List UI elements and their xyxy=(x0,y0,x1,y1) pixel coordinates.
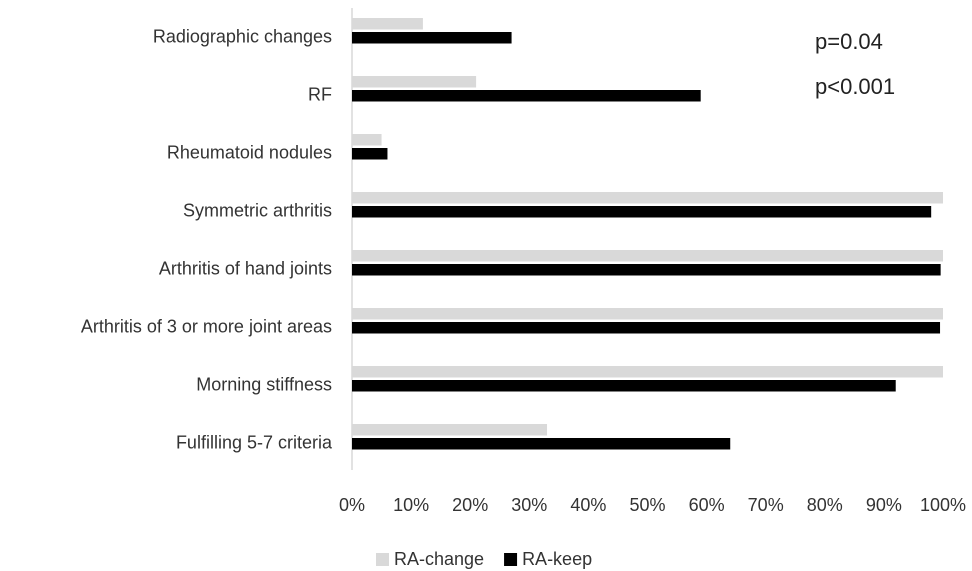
bar xyxy=(352,134,382,146)
x-tick-label: 50% xyxy=(629,495,665,515)
bar xyxy=(352,148,388,160)
bar xyxy=(352,206,932,218)
bar xyxy=(352,32,512,44)
x-tick-label: 10% xyxy=(393,495,429,515)
annotation: p=0.04 xyxy=(815,29,883,54)
x-tick-label: 20% xyxy=(452,495,488,515)
bar xyxy=(352,366,943,378)
x-tick-label: 100% xyxy=(920,495,966,515)
x-tick-label: 70% xyxy=(748,495,784,515)
bar xyxy=(352,380,896,392)
bar xyxy=(352,18,423,30)
y-tick-label: Fulfilling 5-7 criteria xyxy=(176,433,333,453)
bar xyxy=(352,264,941,276)
legend-label: RA-change xyxy=(394,549,484,569)
x-tick-label: 0% xyxy=(339,495,365,515)
x-tick-label: 30% xyxy=(511,495,547,515)
x-tick-label: 60% xyxy=(689,495,725,515)
legend-swatch xyxy=(504,553,518,566)
y-tick-label: Radiographic changes xyxy=(153,27,332,47)
legend-label: RA-keep xyxy=(522,549,592,569)
bar xyxy=(352,76,477,88)
bar xyxy=(352,438,731,450)
y-tick-label: Rheumatoid nodules xyxy=(167,143,332,163)
y-tick-label: Arthritis of 3 or more joint areas xyxy=(81,317,332,337)
x-tick-label: 90% xyxy=(866,495,902,515)
annotation: p<0.001 xyxy=(815,74,895,99)
y-tick-label: RF xyxy=(308,85,332,105)
x-tick-label: 40% xyxy=(570,495,606,515)
x-tick-label: 80% xyxy=(807,495,843,515)
y-tick-label: Symmetric arthritis xyxy=(183,201,332,221)
bar xyxy=(352,192,943,204)
y-tick-label: Arthritis of hand joints xyxy=(159,259,332,279)
bar xyxy=(352,322,941,334)
bar xyxy=(352,424,548,436)
bar xyxy=(352,90,701,102)
bar xyxy=(352,250,943,262)
y-tick-label: Morning stiffness xyxy=(196,375,332,395)
bar xyxy=(352,308,943,320)
legend-swatch xyxy=(376,553,389,566)
